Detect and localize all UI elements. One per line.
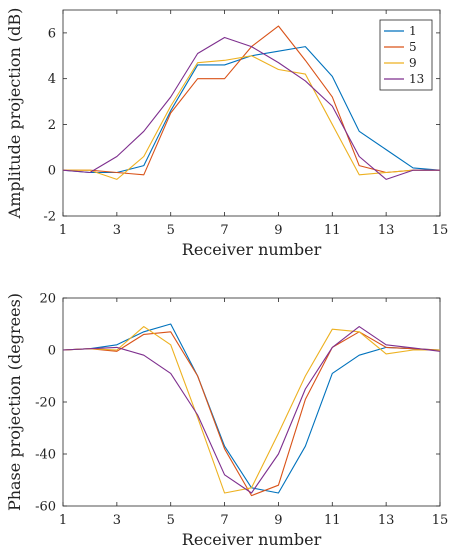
- x-tick-label: 5: [167, 223, 175, 238]
- x-tick-label: 11: [324, 223, 341, 238]
- y-tick-label: 6: [48, 26, 56, 41]
- legend: 1 5 9 13: [379, 19, 433, 91]
- y-tick-label: 20: [39, 292, 56, 307]
- x-tick-label: 11: [324, 513, 341, 528]
- y-tick-label: 2: [48, 118, 56, 133]
- series-line-3: [62, 326, 440, 494]
- x-tick-label: 13: [378, 513, 395, 528]
- x-tick-label: 15: [432, 223, 449, 238]
- legend-box: [379, 19, 433, 91]
- y-tick-label: -60: [35, 500, 56, 515]
- x-axis-label: Receiver number: [182, 240, 322, 259]
- y-tick-label: 4: [48, 72, 56, 87]
- legend-label-9: 9: [409, 56, 417, 70]
- y-tick-label: 0: [48, 344, 56, 359]
- plot-frame: [62, 9, 441, 217]
- x-tick-label: 15: [432, 513, 449, 528]
- x-tick-label: 7: [220, 223, 228, 238]
- x-tick-label: 9: [274, 513, 282, 528]
- x-axis-label: Receiver number: [182, 530, 322, 549]
- y-tick-label: -20: [35, 396, 56, 411]
- legend-label-5: 5: [409, 40, 417, 54]
- series-line-2: [62, 331, 441, 497]
- legend-label-13: 13: [409, 72, 424, 86]
- y-tick-label: -2: [43, 210, 56, 225]
- series-line-4: [62, 326, 441, 494]
- y-axis-label: Phase projection (degrees): [5, 293, 24, 511]
- x-tick-label: 13: [378, 223, 395, 238]
- y-axis-label: Amplitude projection (dB): [5, 8, 24, 220]
- plot-frame: [62, 297, 441, 507]
- y-tick-label: 0: [48, 164, 56, 179]
- x-tick-label: 7: [220, 513, 228, 528]
- series-line-13: [62, 36, 440, 180]
- x-tick-label: 3: [113, 513, 121, 528]
- series-line-9: [63, 55, 440, 180]
- x-tick-label: 1: [59, 223, 67, 238]
- legend-label-1: 1: [409, 24, 417, 38]
- x-tick-label: 5: [167, 513, 175, 528]
- x-tick-label: 3: [113, 223, 121, 238]
- x-tick-label: 1: [59, 513, 67, 528]
- y-tick-label: -40: [35, 448, 56, 463]
- x-tick-label: 9: [274, 223, 282, 238]
